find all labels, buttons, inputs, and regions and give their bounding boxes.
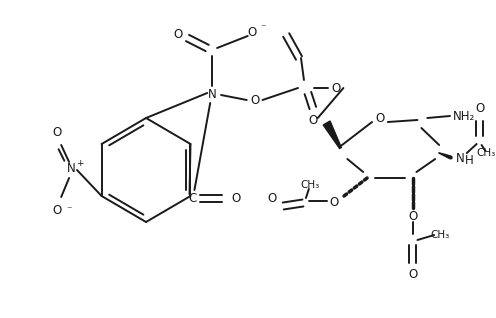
Text: O: O xyxy=(247,26,256,39)
Polygon shape xyxy=(323,121,341,149)
Text: CH₃: CH₃ xyxy=(476,148,495,158)
Text: O: O xyxy=(173,29,182,42)
Text: CH₃: CH₃ xyxy=(300,180,319,190)
Text: CH₃: CH₃ xyxy=(431,230,450,240)
Text: H: H xyxy=(465,155,474,168)
Text: O: O xyxy=(268,191,277,204)
Text: ⁻: ⁻ xyxy=(261,23,266,33)
Text: NH₂: NH₂ xyxy=(453,109,475,122)
Text: O: O xyxy=(53,204,62,217)
Text: O: O xyxy=(408,268,417,281)
Text: O: O xyxy=(375,113,384,126)
Text: O: O xyxy=(408,210,417,223)
Text: O: O xyxy=(53,126,62,139)
Text: +: + xyxy=(76,158,84,168)
Text: O: O xyxy=(475,102,484,115)
Text: O: O xyxy=(250,93,259,107)
Text: N: N xyxy=(455,151,464,164)
Text: N: N xyxy=(208,88,217,101)
Text: ⁻: ⁻ xyxy=(66,205,72,215)
Text: O: O xyxy=(231,191,241,204)
Text: C: C xyxy=(188,191,196,204)
Text: O: O xyxy=(308,114,317,128)
Text: O: O xyxy=(331,81,340,94)
Text: O: O xyxy=(329,197,338,210)
Text: N: N xyxy=(66,162,75,175)
